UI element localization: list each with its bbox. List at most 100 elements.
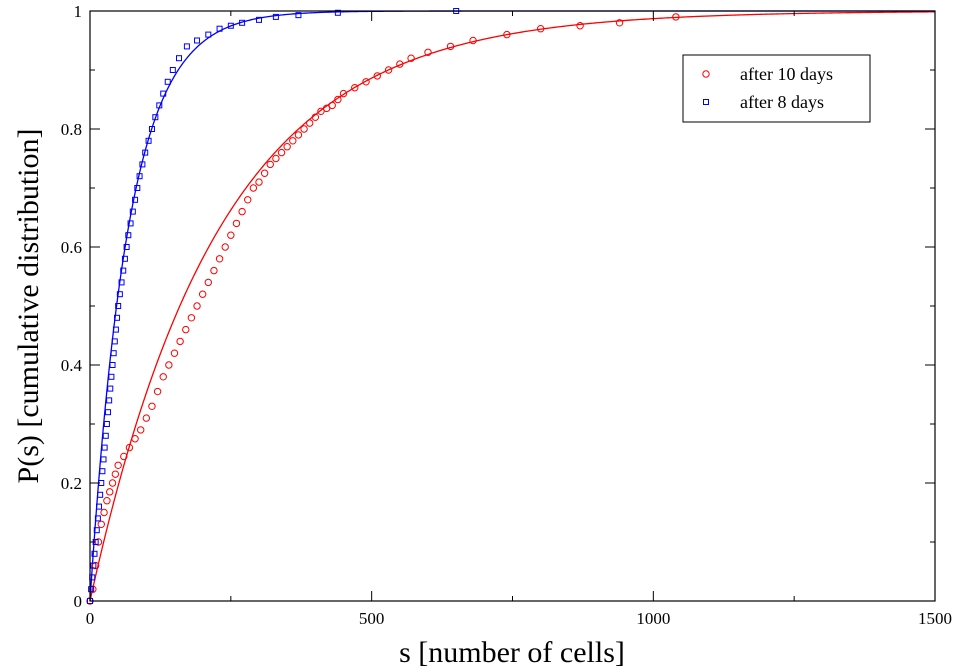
- data-point-series-2: [115, 303, 122, 309]
- data-point-series-1: [91, 561, 100, 570]
- data-point-series-1: [283, 143, 291, 151]
- data-point-series-2: [136, 173, 143, 180]
- data-point-series-2: [101, 444, 108, 451]
- data-point-series-2: [127, 220, 134, 227]
- data-point-series-2: [256, 16, 262, 23]
- data-point-series-2: [106, 397, 113, 404]
- data-point-series-1: [120, 452, 128, 461]
- data-point-series-2: [118, 279, 125, 286]
- data-point-series-1: [311, 113, 320, 121]
- data-point-series-2: [102, 432, 109, 439]
- data-point-series-2: [100, 456, 107, 463]
- data-point-series-2: [112, 326, 119, 333]
- data-point-series-2: [99, 468, 106, 475]
- data-point-series-1: [137, 426, 145, 434]
- data-point-series-1: [244, 196, 252, 204]
- data-point-series-2: [129, 208, 136, 215]
- data-point-series-2: [239, 19, 246, 26]
- data-point-series-1: [672, 13, 680, 21]
- data-point-series-1: [221, 243, 229, 251]
- data-point-series-1: [94, 538, 103, 546]
- data-point-series-1: [469, 36, 477, 45]
- data-point-series-1: [249, 184, 258, 192]
- y-axis-title: P(s) [cumulative distribution]: [12, 129, 45, 484]
- data-point-series-1: [576, 22, 584, 30]
- data-point-series-2: [152, 114, 159, 121]
- data-point-series-1: [277, 148, 286, 157]
- data-point-series-1: [232, 219, 241, 228]
- data-point-series-2: [295, 12, 302, 19]
- data-point-series-2: [156, 102, 163, 109]
- data-point-series-1: [384, 66, 393, 74]
- data-point-series-1: [114, 461, 122, 469]
- data-point-series-2: [164, 78, 171, 85]
- data-point-series-2: [121, 255, 128, 262]
- data-point-series-2: [105, 409, 112, 416]
- data-point-series-2: [120, 267, 127, 274]
- data-point-series-1: [300, 125, 308, 133]
- data-point-series-1: [159, 373, 167, 381]
- data-point-series-1: [322, 104, 331, 113]
- x-tick-label: 1000: [636, 609, 670, 628]
- data-point-series-2: [109, 362, 116, 368]
- data-point-series-2: [216, 25, 223, 32]
- legend-marker-square: [703, 99, 709, 105]
- data-point-series-2: [148, 126, 155, 132]
- legend-label-series-2: after 8 days: [740, 92, 824, 112]
- data-point-series-2: [134, 185, 141, 191]
- data-point-series-2: [107, 385, 114, 392]
- data-point-series-1: [170, 349, 179, 357]
- data-point-series-1: [215, 255, 224, 263]
- data-point-series-2: [90, 562, 97, 569]
- data-point-series-1: [103, 497, 111, 505]
- legend-box: [682, 54, 871, 123]
- data-point-series-2: [116, 291, 123, 298]
- y-tick-label: 0.4: [61, 356, 83, 375]
- data-point-series-1: [306, 119, 314, 127]
- data-points: [86, 8, 680, 605]
- tick-labels: 0 500 1000 1500 0 0.2 0.4 0.6 0.8 1: [61, 2, 952, 628]
- legend: after 10 days after 8 days: [682, 54, 871, 123]
- data-point-series-1: [210, 266, 218, 275]
- x-axis-title: s [number of cells]: [399, 636, 625, 669]
- data-point-series-2: [93, 527, 100, 534]
- data-point-series-2: [108, 373, 115, 380]
- legend-label-series-1: after 10 days: [740, 64, 833, 84]
- data-point-series-2: [272, 13, 279, 20]
- y-tick-label: 1: [74, 2, 83, 21]
- data-point-series-1: [193, 302, 201, 310]
- data-point-series-2: [142, 149, 149, 156]
- data-point-series-1: [424, 48, 432, 56]
- data-point-series-2: [110, 350, 117, 357]
- x-tick-label: 1500: [918, 609, 952, 628]
- x-tick-label: 500: [359, 609, 385, 628]
- data-point-series-2: [139, 161, 146, 168]
- data-point-series-2: [183, 43, 190, 50]
- data-point-series-1: [339, 89, 348, 98]
- data-point-series-1: [176, 337, 184, 346]
- data-point-series-2: [160, 90, 167, 97]
- data-point-series-1: [266, 160, 274, 169]
- data-point-series-2: [103, 421, 110, 427]
- data-point-series-2: [97, 491, 104, 498]
- data-point-series-2: [205, 31, 212, 38]
- axis-ticks: [89, 10, 936, 602]
- data-point-series-1: [106, 488, 114, 496]
- data-point-series-2: [132, 196, 139, 203]
- data-point-series-2: [334, 9, 341, 16]
- x-tick-label: 0: [86, 609, 95, 628]
- data-point-series-1: [142, 414, 151, 422]
- data-point-series-2: [194, 37, 201, 44]
- data-point-series-1: [238, 207, 246, 216]
- y-tick-label: 0: [74, 592, 83, 611]
- data-point-series-1: [131, 435, 139, 443]
- data-point-series-1: [615, 19, 624, 27]
- data-point-series-2: [176, 55, 183, 62]
- data-point-series-2: [96, 503, 103, 510]
- data-point-series-1: [153, 387, 162, 396]
- data-point-series-1: [396, 60, 404, 68]
- data-point-series-2: [94, 515, 101, 522]
- legend-marker-circle: [702, 70, 710, 78]
- data-point-series-1: [536, 25, 545, 33]
